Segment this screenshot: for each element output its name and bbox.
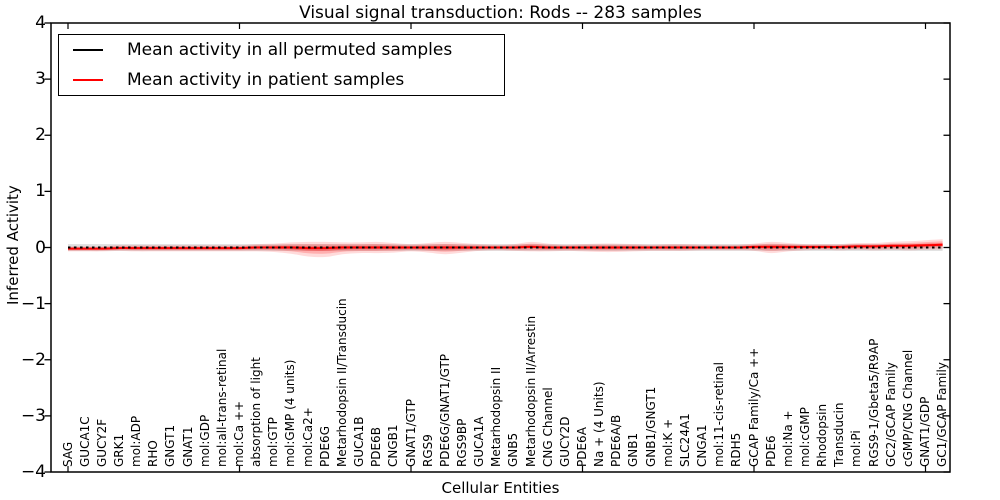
x-tick-label: GUCY2D bbox=[557, 416, 572, 467]
x-tick-label: GNB1 bbox=[626, 432, 641, 467]
x-tick-label: RGS9 bbox=[420, 434, 435, 467]
y-tick-label: 2 bbox=[35, 125, 46, 146]
x-tick-label: mol:Na + bbox=[780, 410, 795, 467]
x-tick-label: Na + (4 Units) bbox=[592, 381, 607, 467]
x-tick-label: SLC24A1 bbox=[677, 413, 692, 467]
chart-title: Visual signal transduction: Rods -- 283 … bbox=[299, 3, 702, 23]
x-tick-label: mol:GDP bbox=[197, 414, 212, 467]
x-tick-label: mol:GMP (4 units) bbox=[283, 359, 298, 467]
y-tick-label: 4 bbox=[35, 13, 46, 33]
x-tick-label: absorption of light bbox=[249, 357, 264, 467]
x-tick-label: mol:ADP bbox=[129, 415, 144, 467]
legend-label-permuted: Mean activity in all permuted samples bbox=[127, 40, 453, 61]
x-tick-label: PDE6G bbox=[317, 426, 332, 467]
x-tick-label: GRK1 bbox=[111, 433, 126, 467]
x-tick-label: GNAT1/GDP bbox=[918, 396, 932, 467]
x-tick-label: GNB1/GNGT1 bbox=[643, 386, 658, 467]
y-tick-label: −2 bbox=[20, 349, 46, 370]
x-tick-label: GNAT1/GTP bbox=[403, 399, 418, 467]
x-tick-label: RDH5 bbox=[729, 432, 744, 467]
x-tick-label: SAG bbox=[60, 441, 75, 467]
y-tick-label: 0 bbox=[35, 237, 46, 258]
x-tick-label: mol:Ca2+ bbox=[300, 407, 315, 467]
x-tick-label: PDE6B bbox=[369, 427, 384, 467]
x-tick-label: GUCA1C bbox=[77, 416, 92, 467]
x-tick-label: Rhodopsin bbox=[815, 403, 830, 467]
x-tick-label: PDE6 bbox=[763, 435, 778, 467]
y-tick-label: −3 bbox=[20, 405, 46, 426]
x-tick-label: CNGB1 bbox=[386, 424, 401, 467]
x-tick-label: Metarhodopsin II/Transducin bbox=[334, 298, 349, 467]
legend: Mean activity in all permuted samples Me… bbox=[58, 34, 505, 96]
x-tick-label: GNAT1 bbox=[180, 426, 195, 467]
x-tick-label: mol:11-cis-retinal bbox=[712, 362, 727, 467]
x-tick-label: Transducin bbox=[832, 402, 847, 467]
x-tick-label: Metarhodopsin II bbox=[489, 366, 504, 467]
x-tick-label: GNB5 bbox=[506, 432, 521, 467]
x-tick-label: mol:K + bbox=[660, 418, 675, 467]
permuted-line-swatch bbox=[73, 49, 103, 52]
y-tick-label: 3 bbox=[35, 69, 46, 90]
x-tick-label: GNGT1 bbox=[163, 424, 178, 467]
x-tick-label: cGMP/CNG Channel bbox=[900, 349, 915, 467]
legend-item-patient: Mean activity in patient samples bbox=[59, 66, 504, 94]
x-tick-label: mol:cGMP bbox=[797, 407, 812, 467]
x-tick-label: GUCY2F bbox=[94, 418, 109, 467]
x-tick-label: mol:all-trans-retinal bbox=[214, 348, 229, 467]
x-tick-label: Metarhodopsin II/Arrestin bbox=[523, 315, 538, 467]
x-tick-label: CNG Channel bbox=[540, 387, 555, 467]
x-tick-label: GUCA1B bbox=[352, 416, 367, 467]
patient-line-swatch bbox=[73, 78, 103, 81]
x-tick-label: RGS9BP bbox=[454, 418, 469, 467]
x-tick-label: PDE6A/B bbox=[609, 414, 624, 467]
x-tick-label: GC1/GCAP Family bbox=[935, 362, 950, 467]
x-axis-label: Cellular Entities bbox=[441, 479, 560, 497]
x-tick-label: CNGA1 bbox=[695, 424, 710, 468]
x-tick-label: mol:GTP bbox=[266, 417, 281, 467]
y-tick-label: −4 bbox=[20, 462, 46, 482]
x-tick-label: RHO bbox=[146, 440, 161, 467]
y-tick-label: 1 bbox=[35, 181, 46, 202]
legend-item-permuted: Mean activity in all permuted samples bbox=[59, 36, 504, 64]
x-tick-label: PDE6G/GNAT1/GTP bbox=[437, 353, 452, 467]
x-tick-label: mol:Ca ++ bbox=[232, 400, 246, 467]
x-tick-label: GCAP Family/Ca ++ bbox=[746, 347, 761, 467]
x-tick-label: mol:Pi bbox=[849, 430, 864, 467]
x-tick-label: GUCA1A bbox=[472, 416, 487, 467]
x-tick-label: RGS9-1/Gbeta5/R9AP bbox=[866, 338, 881, 467]
y-tick-label: −1 bbox=[20, 293, 46, 314]
x-tick-label: PDE6A bbox=[575, 427, 589, 467]
legend-label-patient: Mean activity in patient samples bbox=[127, 69, 405, 90]
x-tick-label: GC2/GCAP Family bbox=[883, 362, 898, 467]
